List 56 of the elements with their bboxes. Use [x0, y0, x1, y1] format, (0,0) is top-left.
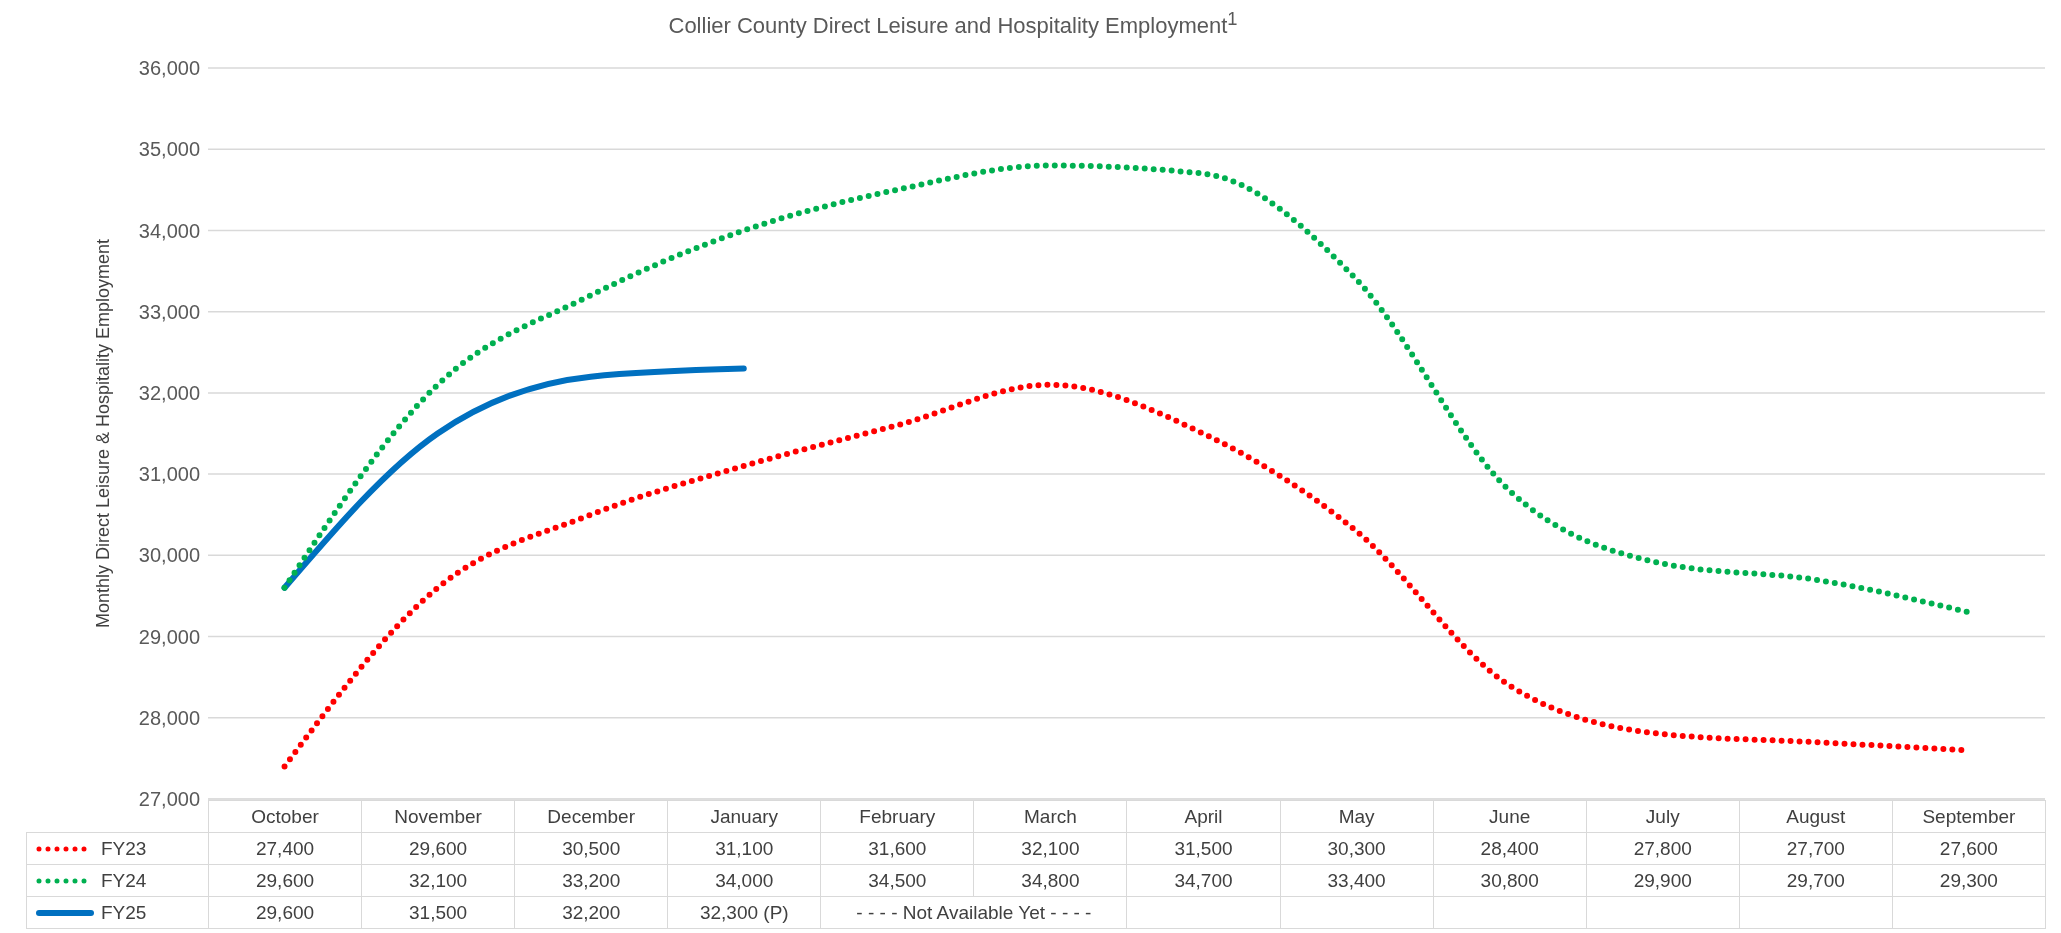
data-label: 27,400 [208, 832, 362, 865]
x-tick-label: February [820, 800, 974, 833]
y-tick-label: 27,000 [138, 788, 200, 811]
y-tick-label: 32,000 [138, 381, 200, 404]
data-label: 31,500 [1126, 832, 1281, 865]
data-label: 34,800 [973, 864, 1127, 897]
y-tick-label: 30,000 [138, 544, 200, 567]
y-tick-label: 36,000 [138, 57, 200, 80]
x-tick-label: July [1586, 800, 1740, 833]
data-label: 29,600 [208, 896, 362, 929]
y-tick-label: 31,000 [138, 463, 200, 486]
legend-label: FY23 [101, 837, 147, 859]
data-label: 30,300 [1280, 832, 1434, 865]
y-tick-label: 34,000 [138, 219, 200, 242]
text: - - - - Not Available Yet - - - - [820, 896, 1127, 929]
data-label: 29,300 [1892, 864, 2046, 897]
x-tick-label: March [973, 800, 1127, 833]
data-label: 27,600 [1892, 832, 2046, 865]
data-label: 29,900 [1586, 864, 1740, 897]
x-tick-label: August [1739, 800, 1893, 833]
data-label: 34,000 [667, 864, 821, 897]
x-tick-label: May [1280, 800, 1434, 833]
data-label: 30,500 [514, 832, 668, 865]
data-label: 32,300 (P) [667, 896, 821, 929]
data-label: 32,100 [361, 864, 515, 897]
data-label: 31,600 [820, 832, 974, 865]
data-label: 32,100 [973, 832, 1127, 865]
y-axis-title: Monthly Direct Leisure & Hospitality Employment [93, 238, 114, 629]
x-tick-label: April [1126, 800, 1281, 833]
data-label: 31,100 [667, 832, 821, 865]
x-tick-label: December [514, 800, 668, 833]
legend-label: FY24 [101, 869, 147, 891]
data-label: 29,600 [208, 864, 362, 897]
data-label: 34,500 [820, 864, 974, 897]
y-tick-label: 33,000 [138, 300, 200, 323]
y-tick-label: 28,000 [138, 706, 200, 729]
y-tick-label: 35,000 [138, 138, 200, 161]
x-tick-label: September [1892, 800, 2046, 833]
data-label: 27,800 [1586, 832, 1740, 865]
chart-title: Collier County Direct Leisure and Hospitality Employment$^{1}$ [667, 8, 1239, 41]
y-tick-label: 29,000 [138, 625, 200, 648]
data-label: 28,400 [1433, 832, 1587, 865]
x-tick-label: November [361, 800, 515, 833]
data-label: 32,200 [514, 896, 668, 929]
data-label: 33,200 [514, 864, 668, 897]
data-label: 31,500 [361, 896, 515, 929]
data-label: 30,800 [1433, 864, 1587, 897]
data-label: 29,700 [1739, 864, 1893, 897]
legend-label: FY25 [101, 901, 147, 923]
x-tick-label: October [208, 800, 362, 833]
x-tick-label: June [1433, 800, 1587, 833]
data-label: 29,600 [361, 832, 515, 865]
data-label: 34,700 [1126, 864, 1281, 897]
data-label: 33,400 [1280, 864, 1434, 897]
x-tick-label: January [667, 800, 821, 833]
data-label: 27,700 [1739, 832, 1893, 865]
